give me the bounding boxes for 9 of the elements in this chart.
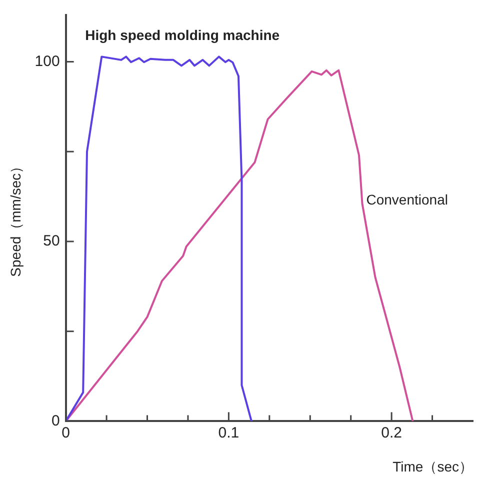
x-axis-title: Time（sec） (392, 458, 473, 474)
x-tick-label: 0.1 (218, 424, 240, 442)
y-tick-label: 100 (34, 52, 60, 70)
y-tick-label: 0 (51, 412, 60, 430)
x-tick-label: 0.2 (381, 424, 402, 442)
y-tick-label: 50 (43, 232, 60, 250)
series-label: Conventional (366, 192, 448, 208)
series-label: High speed molding machine (85, 26, 280, 43)
y-axis-title: Speed（mm/sec） (7, 159, 24, 277)
